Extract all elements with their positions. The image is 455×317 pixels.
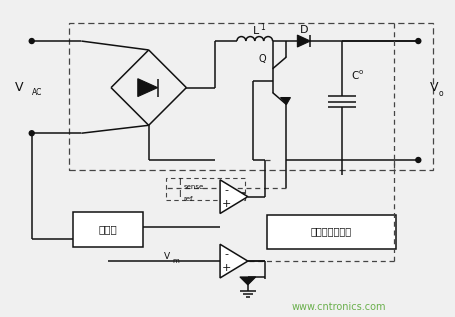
Text: www.cntronics.com: www.cntronics.com xyxy=(292,302,386,312)
Text: 1: 1 xyxy=(260,23,265,32)
Text: 取样和低通滤波: 取样和低通滤波 xyxy=(310,226,352,236)
Text: 乘法器: 乘法器 xyxy=(99,224,117,234)
Text: L: L xyxy=(253,26,259,36)
Circle shape xyxy=(29,39,34,43)
Polygon shape xyxy=(281,98,290,105)
Text: sense: sense xyxy=(183,184,204,190)
Polygon shape xyxy=(240,277,256,285)
Text: V: V xyxy=(430,81,439,94)
Text: I: I xyxy=(178,190,181,199)
Polygon shape xyxy=(220,180,248,214)
Text: C: C xyxy=(351,71,359,81)
Text: V: V xyxy=(15,81,24,94)
Text: o: o xyxy=(438,89,443,98)
Polygon shape xyxy=(298,35,310,47)
Polygon shape xyxy=(220,244,248,278)
Text: D: D xyxy=(300,25,308,35)
Bar xyxy=(73,211,143,247)
Text: Q: Q xyxy=(259,54,267,64)
Circle shape xyxy=(29,131,34,136)
Circle shape xyxy=(416,39,421,43)
Text: I: I xyxy=(178,178,181,187)
Text: -: - xyxy=(224,249,228,259)
Text: +: + xyxy=(221,199,231,209)
Text: m: m xyxy=(172,258,179,264)
Text: +: + xyxy=(221,263,231,273)
Polygon shape xyxy=(138,79,157,97)
Text: V: V xyxy=(164,252,171,261)
Bar xyxy=(70,23,433,170)
Text: AC: AC xyxy=(32,88,42,97)
Bar xyxy=(267,215,395,249)
Text: -: - xyxy=(224,185,228,195)
Text: ref: ref xyxy=(183,196,193,202)
Text: o: o xyxy=(359,69,363,75)
Bar xyxy=(166,178,245,200)
Circle shape xyxy=(416,158,421,163)
